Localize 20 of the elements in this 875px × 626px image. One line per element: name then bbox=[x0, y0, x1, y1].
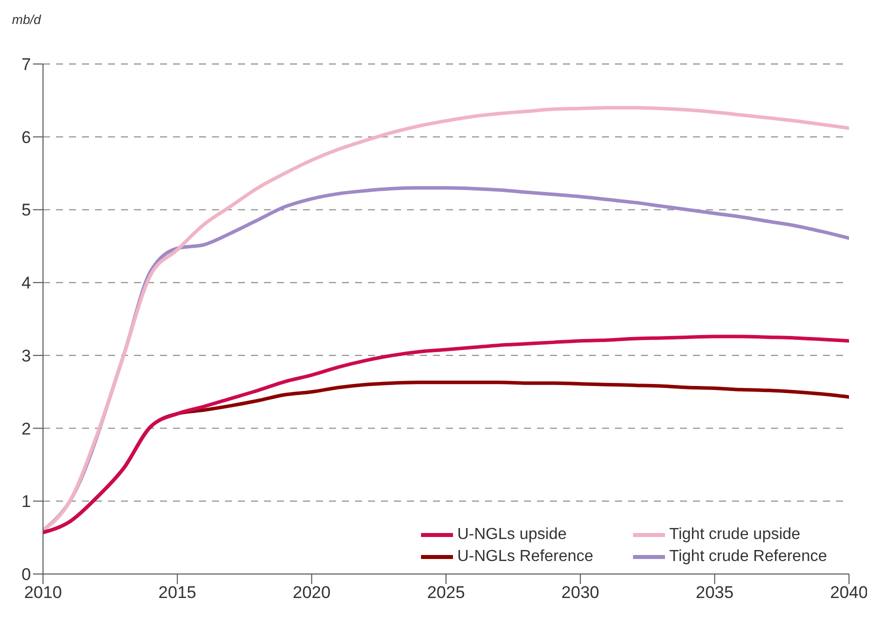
y-tick-label: 6 bbox=[22, 128, 31, 147]
y-tick-label: 5 bbox=[22, 200, 31, 220]
y-tick-label: 4 bbox=[22, 274, 31, 293]
y-axis-title: mb/d bbox=[12, 12, 41, 27]
legend-label: Tight crude Reference bbox=[669, 548, 827, 566]
x-tick-label: 2010 bbox=[24, 583, 62, 602]
y-tick-label: 2 bbox=[22, 419, 31, 438]
legend-label: U-NGLs Reference bbox=[457, 548, 594, 566]
y-tick-label: 7 bbox=[22, 55, 31, 74]
y-tick-label: 0 bbox=[22, 565, 31, 584]
y-tick-label: 1 bbox=[22, 492, 31, 512]
x-tick-label: 2015 bbox=[158, 583, 196, 602]
x-tick-label: 2030 bbox=[561, 583, 600, 602]
y-tick-label: 3 bbox=[22, 346, 31, 366]
x-tick-label: 2035 bbox=[696, 583, 734, 602]
legend-label: U-NGLs upside bbox=[457, 526, 567, 544]
x-tick-label: 2020 bbox=[292, 583, 331, 602]
x-tick-label: 2025 bbox=[427, 583, 465, 602]
x-tick-label: 2040 bbox=[830, 583, 868, 602]
legend-label: Tight crude upside bbox=[669, 526, 800, 544]
